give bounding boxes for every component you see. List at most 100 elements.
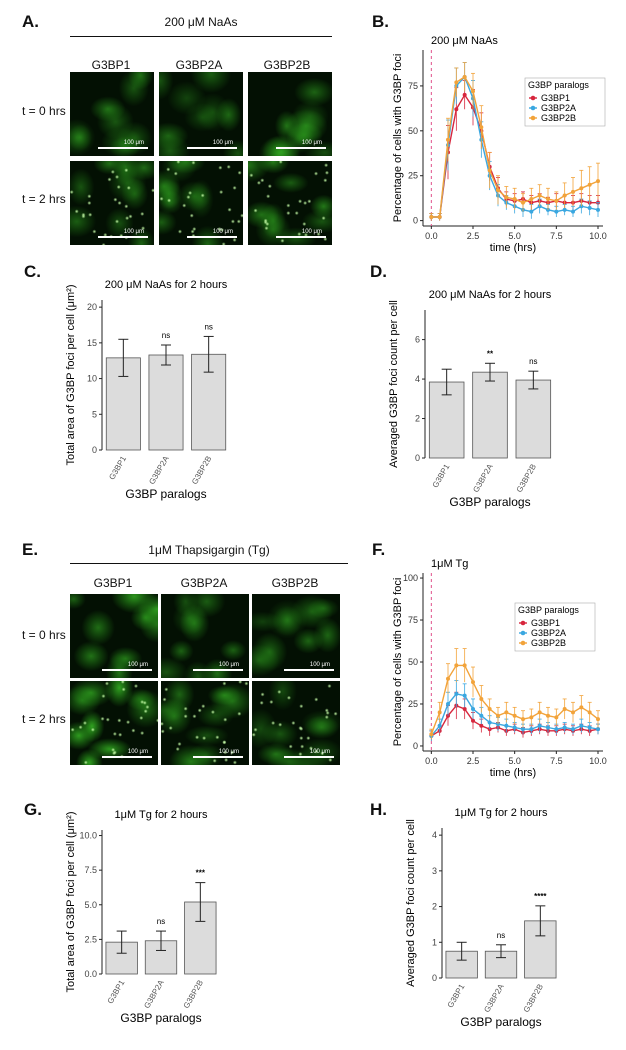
panel-a-col-g3bp2a: G3BP2A xyxy=(175,58,223,72)
B-y-tick-label: 75 xyxy=(408,81,418,91)
B-x-tick-label: 0.0 xyxy=(425,231,438,241)
D-y-axis-label: Averaged G3BP foci count per cell xyxy=(388,300,400,468)
panel-e-row-t0: t = 0 hrs xyxy=(22,628,66,642)
B-y-axis-label: Percentage of cells with G3BP foci xyxy=(392,54,404,223)
D-significance-g3bp2b: ns xyxy=(529,357,537,366)
F-data-point-g3bp2a xyxy=(437,723,442,728)
F-data-point-g3bp2b xyxy=(512,713,517,718)
D-x-axis-label: G3BP paralogs xyxy=(449,495,530,509)
F-data-point-g3bp2a xyxy=(571,727,575,732)
H-y-tick-label: 1 xyxy=(432,937,437,947)
B-x-tick-label: 10.0 xyxy=(589,231,607,241)
H-y-tick-label: 0 xyxy=(432,973,437,983)
chart-g-bar: 1μM Tg for 2 hours 0.0 2.5 5.0 7.5 10.0 G3BP1 n… xyxy=(65,809,217,1025)
F-chart-title: 1μM Tg xyxy=(431,558,468,570)
panel-label-d: D. xyxy=(370,262,387,281)
micrograph-e-g3bp1-t0: 100 μm xyxy=(70,594,158,678)
B-data-point-g3bp2b xyxy=(471,89,475,94)
B-data-point-g3bp2b xyxy=(437,215,442,220)
B-y-tick-label: 0 xyxy=(413,216,418,226)
B-data-point-g3bp2b xyxy=(587,182,592,187)
C-y-axis-label: Total area of G3BP foci per cell (μm²) xyxy=(65,285,77,466)
F-data-point-g3bp2a xyxy=(462,693,467,698)
F-data-point-g3bp2a xyxy=(454,691,459,696)
micrograph-a-g3bp2a-t0: 100 μm xyxy=(159,72,243,156)
B-data-point-g3bp2a xyxy=(562,207,567,212)
C-bar-g3bp2b xyxy=(191,353,227,451)
B-data-point-g3bp2b xyxy=(504,195,509,200)
F-data-point-g3bp2a xyxy=(446,701,450,706)
F-data-point-g3bp2a xyxy=(587,725,592,730)
B-legend-box xyxy=(524,77,606,127)
F-y-tick-label: 75 xyxy=(408,615,418,625)
micrograph-e-g3bp2b-t2: 100 μm xyxy=(252,681,340,765)
G-chart-title: 1μM Tg for 2 hours xyxy=(115,809,208,821)
B-x-tick-label: 2.5 xyxy=(467,231,480,241)
F-data-point-g3bp2b xyxy=(596,717,600,722)
B-legend-marker-g3bp2b xyxy=(530,115,536,121)
C-x-axis-label: G3BP paralogs xyxy=(125,487,206,501)
F-data-point-g3bp2b xyxy=(487,707,492,712)
D-x-tick-label: G3BP2A xyxy=(471,462,495,494)
panel-e-header-line xyxy=(70,563,348,564)
C-bar-g3bp2a xyxy=(148,354,184,451)
panel-e-col-g3bp2a: G3BP2A xyxy=(180,576,228,590)
F-data-point-g3bp2b xyxy=(587,710,592,715)
C-y-tick-label: 10 xyxy=(87,374,97,384)
B-data-point-g3bp2b xyxy=(487,168,492,173)
panel-a-row-t0: t = 0 hrs xyxy=(22,104,66,118)
F-x-tick-label: 10.0 xyxy=(589,756,607,766)
F-data-point-g3bp2a xyxy=(546,725,550,730)
F-legend-title: G3BP paralogs xyxy=(518,605,579,615)
F-data-point-g3bp2a xyxy=(596,727,600,732)
G-y-axis-label: Total area of G3BP foci per cell (μm²) xyxy=(65,812,77,993)
F-data-point-g3bp2a xyxy=(521,727,525,732)
G-y-tick-label: 0.0 xyxy=(84,969,97,979)
D-y-tick-label: 6 xyxy=(415,335,420,345)
H-x-tick-label: G3BP1 xyxy=(446,982,467,1009)
chart-f-line: 1μM Tg 0 25 50 75 100 0.0 2.5 5.0 7.5 10.0 time (hr… xyxy=(392,558,607,779)
F-data-point-g3bp2b xyxy=(529,715,534,720)
micrograph-e-g3bp2a-t2: 100 μm xyxy=(161,681,249,765)
D-bar-g3bp2a xyxy=(472,371,508,459)
F-data-point-g3bp2b xyxy=(454,663,459,668)
H-significance-g3bp2b: **** xyxy=(534,892,547,901)
F-data-point-g3bp2b xyxy=(537,710,542,715)
B-data-point-g3bp2b xyxy=(579,186,584,191)
B-data-point-g3bp2b xyxy=(446,137,450,142)
F-data-point-g3bp2b xyxy=(446,676,450,681)
F-y-tick-label: 25 xyxy=(408,699,418,709)
panel-e-col-g3bp2b: G3BP2B xyxy=(271,576,319,590)
C-x-tick-label: G3BP2B xyxy=(190,455,213,486)
B-legend-marker-g3bp2a xyxy=(530,105,536,111)
F-data-point-g3bp2b xyxy=(571,710,575,715)
F-data-point-g3bp2b xyxy=(562,707,567,712)
F-data-point-g3bp2b xyxy=(504,710,509,715)
C-significance-g3bp2a: ns xyxy=(162,331,170,340)
B-data-point-g3bp2b xyxy=(596,179,600,184)
H-y-tick-label: 4 xyxy=(432,830,437,840)
F-data-point-g3bp2a xyxy=(537,723,542,728)
D-chart-title: 200 μM NaAs for 2 hours xyxy=(429,289,552,301)
B-data-point-g3bp2b xyxy=(454,80,459,85)
B-data-point-g3bp2a xyxy=(596,207,600,212)
F-data-point-g3bp2a xyxy=(504,723,509,728)
D-significance-g3bp2a: ** xyxy=(487,349,494,358)
G-y-tick-label: 7.5 xyxy=(84,865,97,875)
F-y-tick-label: 0 xyxy=(413,741,418,751)
chart-b-line: 200 μM NaAs 0 25 50 75 0.0 2.5 5.0 7.5 10.0 time (… xyxy=(392,35,607,254)
F-x-tick-label: 5.0 xyxy=(508,756,521,766)
D-x-tick-label: G3BP2B xyxy=(515,463,538,494)
micrograph-a-g3bp2b-t0: 100 μm xyxy=(248,72,332,156)
B-y-tick-label: 25 xyxy=(408,171,418,181)
F-data-point-g3bp2b xyxy=(496,713,500,718)
F-data-point-g3bp2a xyxy=(579,723,584,728)
D-x-tick-label: G3BP1 xyxy=(431,462,452,489)
H-chart-title: 1μM Tg for 2 hours xyxy=(455,808,548,819)
B-data-point-g3bp2b xyxy=(562,193,567,198)
F-y-tick-label: 100 xyxy=(403,573,418,583)
B-data-point-g3bp2b xyxy=(512,197,517,202)
H-y-axis-label: Averaged G3BP foci count per cell xyxy=(405,819,417,987)
F-x-tick-label: 0.0 xyxy=(425,756,438,766)
micrograph-a-g3bp1-t0: 100 μm xyxy=(70,72,154,156)
